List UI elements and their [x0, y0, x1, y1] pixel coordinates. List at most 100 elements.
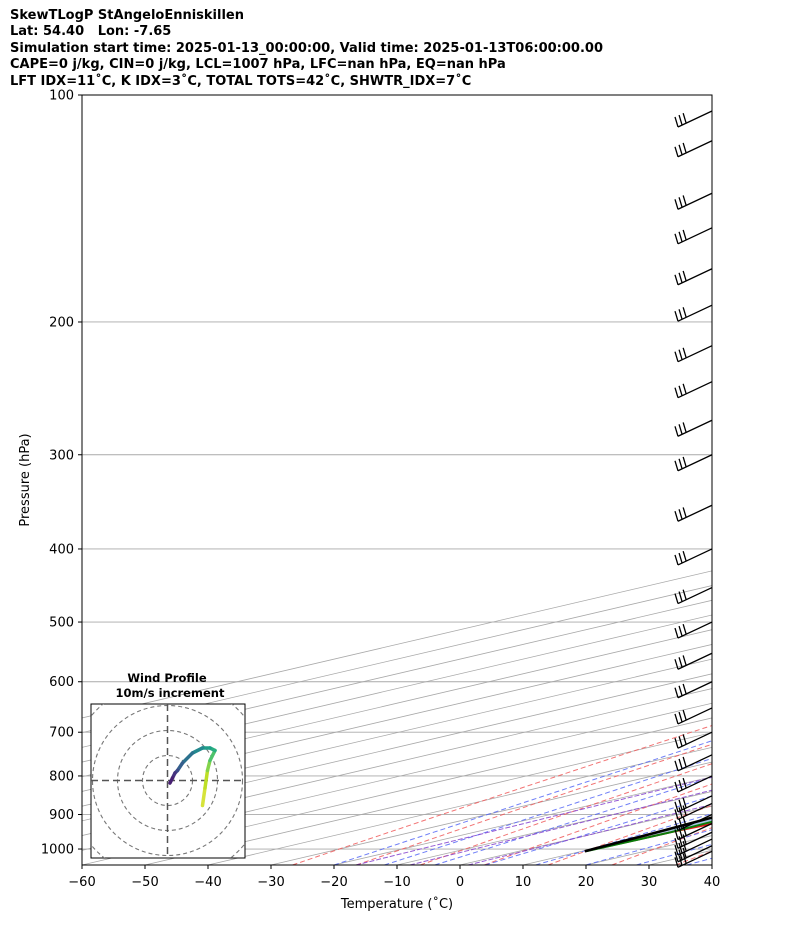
- wind-barb-staff: [677, 707, 713, 725]
- title-cape-info: CAPE=0 j/kg, CIN=0 j/kg, LCL=1007 hPa, L…: [10, 57, 506, 73]
- mixing-ratio-line: [409, 789, 712, 865]
- chart-title-block: SkewTLogP StAngeloEnniskillen Lat: 54.40…: [10, 8, 603, 90]
- wind-barb-flag: [682, 589, 687, 600]
- hodograph-segment: [200, 786, 207, 808]
- wind-barb: [674, 831, 713, 849]
- wind-barb-flag: [682, 456, 687, 468]
- wind-barb: [674, 707, 713, 725]
- wind-barb-flag: [678, 509, 683, 520]
- isotherm-line: [711, 864, 712, 865]
- wind-barb: [674, 775, 713, 793]
- wind-barb-flag: [682, 756, 687, 768]
- dry-adiabat-line: [740, 95, 794, 865]
- wind-barb-flag: [682, 805, 687, 816]
- isotherm-line: [82, 702, 712, 851]
- x-tick-label: −30: [257, 875, 284, 890]
- wind-barb-flag: [678, 458, 683, 470]
- wind-barb-flag: [674, 274, 679, 285]
- title-indices: LFT IDX=11˚C, K IDX=3˚C, TOTAL TOTS=42˚C…: [10, 73, 472, 89]
- hodograph-segment: [168, 776, 175, 785]
- hodograph-inset: Wind Profile 10m/s increment: [90, 671, 246, 859]
- isotherm-line: [775, 95, 794, 865]
- wind-barb-flag: [678, 144, 683, 156]
- wind-barb: [674, 110, 713, 128]
- wind-barb-flag: [674, 627, 679, 639]
- wind-barb: [674, 454, 713, 472]
- wind-barb-flag: [674, 511, 679, 522]
- wind-barb: [674, 813, 713, 832]
- wind-barb-flag: [678, 309, 683, 320]
- y-tick-label: 500: [49, 616, 74, 631]
- y-axis-label: Pressure (hPa): [18, 433, 33, 526]
- wind-barb-flag: [682, 816, 687, 827]
- wind-barb-flag: [674, 844, 679, 856]
- wind-barb-flag: [678, 711, 683, 723]
- wind-barb-flag: [674, 760, 679, 772]
- wind-barb-flag: [682, 307, 687, 318]
- isotherm-line: [82, 717, 712, 865]
- wind-barb-flag: [682, 550, 687, 562]
- wind-barb-staff: [677, 621, 713, 639]
- wind-barb: [674, 731, 713, 749]
- wind-barb-flag: [674, 146, 679, 157]
- wind-barb-staff: [677, 586, 713, 605]
- wind-barb: [674, 345, 713, 363]
- x-tick-label: 40: [704, 875, 721, 890]
- wind-barb-staff: [677, 304, 713, 322]
- wind-barb: [674, 140, 713, 158]
- title-station: SkewTLogP StAngeloEnniskillen: [10, 8, 244, 23]
- y-tick-label: 100: [49, 89, 74, 104]
- x-tick-label: −10: [383, 875, 410, 890]
- wind-barb-flag: [678, 197, 683, 208]
- wind-barb-flag: [678, 779, 683, 791]
- wind-barb-staff: [677, 419, 713, 437]
- title-latlon: Lat: 54.40 Lon: -7.65: [10, 24, 172, 40]
- moist-adiabat-line: [384, 757, 712, 865]
- wind-barb-flag: [682, 834, 687, 845]
- y-tick-label: 900: [49, 808, 74, 823]
- wind-barb-flag: [674, 116, 679, 128]
- wind-barb-flag: [682, 797, 687, 809]
- wind-barb-staff: [677, 831, 713, 849]
- wind-barb-flag: [682, 777, 687, 789]
- wind-barb-staff: [677, 504, 713, 522]
- wind-barb-staff: [677, 731, 713, 749]
- wind-barb-flag: [674, 593, 679, 604]
- wind-barb-flag: [678, 272, 683, 284]
- wind-barb-flag: [682, 112, 687, 124]
- x-tick-label: 10: [515, 875, 532, 890]
- wind-barb-staff: [677, 227, 713, 245]
- x-tick-label: −50: [131, 875, 158, 890]
- y-tick-label: 400: [49, 542, 74, 557]
- wind-barb-flag: [674, 460, 679, 471]
- wind-barb: [674, 621, 713, 639]
- wind-barb-flag: [682, 270, 687, 282]
- wind-barb-flag: [678, 349, 683, 360]
- wind-barb: [674, 419, 713, 437]
- wind-barb-flag: [674, 426, 679, 437]
- wind-barb-flag: [682, 347, 687, 359]
- x-tick-label: −60: [68, 875, 95, 890]
- isotherm-line: [82, 658, 712, 807]
- wind-barb-flag: [674, 310, 679, 322]
- x-tick-label: −40: [194, 875, 221, 890]
- wind-barb-flag: [682, 847, 687, 859]
- wind-barb-flag: [678, 231, 683, 243]
- x-axis-label: Temperature (˚C): [340, 896, 453, 912]
- x-tick-label: −20: [320, 875, 347, 890]
- wind-barb-flag: [678, 424, 683, 435]
- wind-barb-staff: [677, 548, 713, 566]
- mixing-ratio-line: [355, 776, 712, 865]
- wind-barb-staff: [677, 813, 713, 832]
- wind-barb: [674, 822, 713, 841]
- wind-barb: [674, 504, 713, 522]
- x-tick-label: 0: [456, 875, 464, 890]
- wind-barb-flag: [678, 842, 683, 854]
- wind-barb-flag: [678, 758, 683, 770]
- cape-area: [584, 817, 712, 852]
- x-tick-label: 20: [578, 875, 595, 890]
- isotherm-line: [144, 732, 712, 865]
- y-tick-label: 800: [49, 769, 74, 784]
- wind-barb-staff: [677, 110, 713, 128]
